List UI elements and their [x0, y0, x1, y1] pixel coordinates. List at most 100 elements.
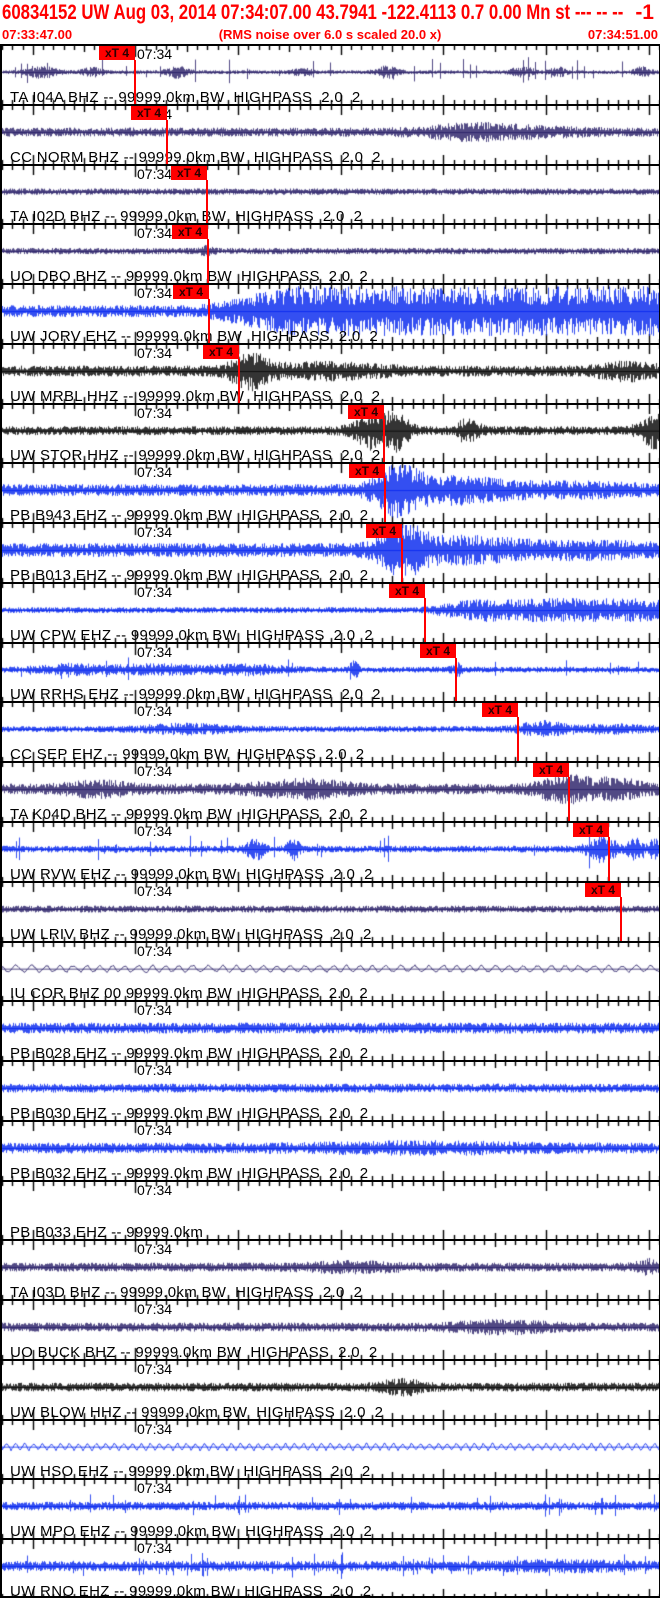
waveform-canvas[interactable] — [2, 524, 659, 582]
pick-time-line[interactable] — [383, 419, 385, 462]
trace-panel-4: 07:34 UO DBO BHZ -- 99999.0km BW HIGHPAS… — [2, 223, 659, 283]
station-channel-label: UO BUCK BHZ -- 99999.0km BW HIGHPASS 2.0… — [10, 1344, 378, 1359]
pick-time-line[interactable] — [166, 120, 168, 164]
minute-time-label: 07:34 — [137, 883, 173, 899]
waveform-canvas[interactable] — [2, 285, 659, 343]
pick-time-line[interactable] — [517, 717, 519, 761]
pick-flag[interactable]: xT 4 — [173, 285, 209, 299]
station-channel-label: TA I04A BHZ -- 99999.0km BW HIGHPASS 2.0… — [10, 89, 361, 104]
trace-panel-7: 07:34 UW STOR HHZ -- 99999.0km BW HIGHPA… — [2, 403, 659, 462]
pick-time-line[interactable] — [401, 538, 403, 582]
waveform-canvas[interactable] — [2, 1301, 659, 1359]
minute-time-label: 07:34 — [137, 345, 173, 361]
waveform-canvas[interactable] — [2, 1002, 659, 1060]
pick-flag[interactable]: xT 4 — [349, 464, 385, 478]
trace-panel-14: 07:34 UW RVW EHZ -- 99999.0km BW HIGHPAS… — [2, 821, 659, 881]
minute-time-label: 07:34 — [137, 584, 173, 600]
pick-time-line[interactable] — [207, 239, 209, 283]
waveform-canvas[interactable] — [2, 166, 659, 223]
station-channel-label: CC NORM BHZ -- 99999.0km BW HIGHPASS 2.0… — [10, 149, 381, 164]
trace-panel-18: 07:34 PB B030 EHZ -- 99999.0km BW HIGHPA… — [2, 1060, 659, 1120]
pick-flag[interactable]: xT 4 — [99, 46, 135, 60]
event-title-suffix: -1 — [635, 1, 654, 24]
pick-flag[interactable]: xT 4 — [585, 883, 621, 897]
pick-flag[interactable]: xT 4 — [172, 225, 208, 239]
waveform-canvas[interactable] — [2, 225, 659, 283]
station-channel-label: UW LRIV BHZ -- 99999.0km BW HIGHPASS 2.0… — [10, 926, 372, 941]
pick-time-line[interactable] — [208, 299, 210, 343]
pick-flag[interactable]: xT 4 — [203, 345, 239, 359]
waveform-canvas[interactable] — [2, 345, 659, 403]
waveform-canvas[interactable] — [2, 1062, 659, 1120]
scale-note: (RMS noise over 6.0 s scaled 20.0 x) — [218, 27, 442, 42]
minute-time-label: 07:34 — [137, 763, 173, 779]
waveform-canvas[interactable] — [2, 644, 659, 701]
minute-time-label: 07:34 — [137, 1241, 173, 1257]
pick-time-line[interactable] — [620, 897, 622, 941]
event-title: 60834152 UW Aug 03, 2014 07:34:07.00 43.… — [2, 1, 624, 24]
pick-flag[interactable]: xT 4 — [131, 106, 167, 120]
station-channel-label: UW RVW EHZ -- 99999.0km BW HIGHPASS 2.0 … — [10, 866, 373, 881]
trace-panel-9: 07:34 PB B013 EHZ -- 99999.0km BW HIGHPA… — [2, 522, 659, 582]
minute-time-label: 07:34 — [137, 1480, 173, 1496]
pick-time-line[interactable] — [206, 180, 208, 223]
pick-flag[interactable]: xT 4 — [420, 644, 456, 658]
pick-flag[interactable]: xT 4 — [482, 703, 518, 717]
header-subrow: 07:33:47.00 (RMS noise over 6.0 s scaled… — [0, 27, 660, 44]
waveform-canvas[interactable] — [2, 1122, 659, 1180]
pick-time-line[interactable] — [608, 837, 610, 881]
minute-time-label: 07:34 — [137, 1062, 173, 1078]
pick-time-line[interactable] — [424, 598, 426, 642]
trace-panel-21: 07:34 TA I03D BHZ -- 99999.0km BW HIGHPA… — [2, 1239, 659, 1299]
trace-panel-19: 07:34 PB B032 EHZ -- 99999.0km BW HIGHPA… — [2, 1120, 659, 1180]
trace-panel-17: 07:34 PB B028 EHZ -- 99999.0km BW HIGHPA… — [2, 1000, 659, 1060]
pick-flag[interactable]: xT 4 — [389, 584, 425, 598]
pick-time-line[interactable] — [455, 658, 457, 701]
pick-time-line[interactable] — [384, 478, 386, 522]
station-channel-label: PB B943 EHZ -- 99999.0km BW HIGHPASS 2.0… — [10, 507, 369, 522]
waveform-canvas[interactable] — [2, 1241, 659, 1299]
trace-panel-22: 07:34 UO BUCK BHZ -- 99999.0km BW HIGHPA… — [2, 1299, 659, 1359]
minute-time-label: 07:34 — [137, 1122, 173, 1138]
waveform-canvas[interactable] — [2, 106, 659, 164]
waveform-canvas[interactable] — [2, 1421, 659, 1478]
waveform-canvas[interactable] — [2, 1480, 659, 1538]
station-channel-label: PB B030 EHZ -- 99999.0km BW HIGHPASS 2.0… — [10, 1105, 369, 1120]
waveform-canvas[interactable] — [2, 883, 659, 941]
trace-panel-5: 07:34 UW JORV EHZ -- 99999.0km BW HIGHPA… — [2, 283, 659, 343]
minute-time-label: 07:34 — [137, 285, 173, 301]
station-channel-label: UW RRHS EHZ -- 99999.0km BW HIGHPASS 2.0… — [10, 686, 381, 701]
trace-panel-11: 07:34 UW RRHS EHZ -- 99999.0km BW HIGHPA… — [2, 642, 659, 701]
pick-time-line[interactable] — [238, 359, 240, 403]
pick-flag[interactable]: xT 4 — [573, 823, 609, 837]
trace-panel-8: 07:34 PB B943 EHZ -- 99999.0km BW HIGHPA… — [2, 462, 659, 522]
pick-flag[interactable]: xT 4 — [348, 405, 384, 419]
trace-panel-20: 07:34 PB B033 EHZ -- 99999.0km — [2, 1180, 659, 1239]
waveform-canvas[interactable] — [2, 1182, 659, 1239]
pick-flag[interactable]: xT 4 — [171, 166, 207, 180]
waveform-canvas[interactable] — [2, 1540, 659, 1598]
waveform-canvas[interactable] — [2, 823, 659, 881]
station-channel-label: UW STOR HHZ -- 99999.0km BW HIGHPASS 2.0… — [10, 447, 381, 462]
waveform-canvas[interactable] — [2, 703, 659, 761]
trace-panel-2: 07:34 CC NORM BHZ -- 99999.0km BW HIGHPA… — [2, 104, 659, 164]
waveform-canvas[interactable] — [2, 405, 659, 462]
pick-time-line[interactable] — [568, 777, 570, 821]
minute-time-label: 07:34 — [137, 1421, 173, 1437]
trace-panel-25: 07:34 UW MPO EHZ -- 99999.0km BW HIGHPAS… — [2, 1478, 659, 1538]
waveform-canvas[interactable] — [2, 584, 659, 642]
pick-time-line[interactable] — [134, 60, 136, 104]
pick-flag[interactable]: xT 4 — [366, 524, 402, 538]
station-channel-label: PB B033 EHZ -- 99999.0km — [10, 1224, 204, 1239]
minute-time-label: 07:34 — [137, 1182, 173, 1198]
pick-flag[interactable]: xT 4 — [533, 763, 569, 777]
station-channel-label: PB B032 EHZ -- 99999.0km BW HIGHPASS 2.0… — [10, 1165, 369, 1180]
window-end-time: 07:34:51.00 — [587, 27, 658, 42]
minute-time-label: 07:34 — [137, 823, 173, 839]
waveform-canvas[interactable] — [2, 943, 659, 1000]
trace-panel-10: 07:34 UW CPW EHZ -- 99999.0km BW HIGHPAS… — [2, 582, 659, 642]
waveform-canvas[interactable] — [2, 464, 659, 522]
station-channel-label: PB B028 EHZ -- 99999.0km BW HIGHPASS 2.0… — [10, 1045, 369, 1060]
waveform-canvas[interactable] — [2, 1361, 659, 1419]
